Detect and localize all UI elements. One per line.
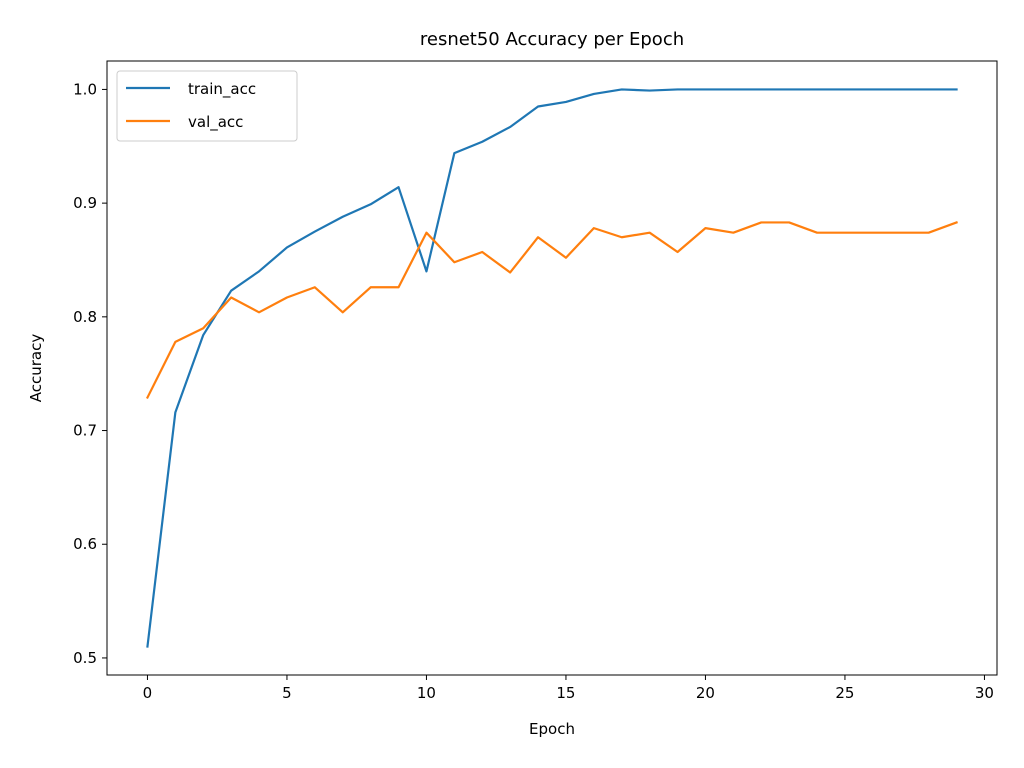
series-line-val-acc (145, 221, 958, 400)
plot-frame (106, 60, 998, 676)
chart-title: resnet50 Accuracy per Epoch (420, 29, 684, 50)
x-tick-label: 0 (143, 684, 153, 702)
y-tick-label: 0.9 (73, 194, 97, 212)
x-tick-label: 10 (417, 684, 436, 702)
y-axis-label: Accuracy (27, 334, 45, 403)
y-tick-label: 0.7 (73, 422, 97, 440)
x-axis-label: Epoch (529, 720, 575, 738)
y-tick-label: 0.8 (73, 308, 97, 326)
y-tick-label: 0.6 (73, 535, 97, 553)
legend: train_acc val_acc (116, 70, 298, 142)
x-tick-label: 25 (835, 684, 854, 702)
legend-val-acc-label: val_acc (188, 113, 243, 132)
x-axis-ticks: 0 5 10 15 20 25 30 (143, 675, 994, 702)
x-tick-label: 5 (282, 684, 292, 702)
series-line-train-acc (146, 88, 958, 648)
plot-background (107, 61, 997, 675)
series-lines (145, 88, 958, 648)
x-tick-label: 15 (556, 684, 575, 702)
legend-train-acc-label: train_acc (188, 80, 256, 99)
x-tick-label: 20 (696, 684, 715, 702)
y-axis-ticks: 0.5 0.6 0.7 0.8 0.9 1.0 (73, 80, 107, 667)
x-tick-label: 30 (975, 684, 994, 702)
y-tick-label: 1.0 (73, 80, 97, 98)
y-tick-label: 0.5 (73, 649, 97, 667)
